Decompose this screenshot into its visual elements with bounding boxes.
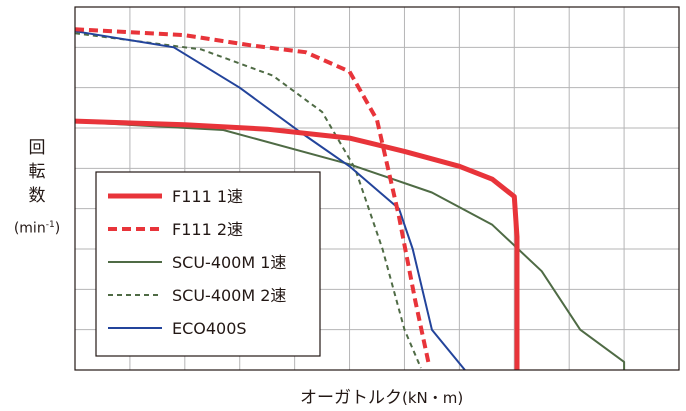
legend-label-0: F111 1速 [172,187,243,206]
y-axis-unit-exponent: -1 [45,220,55,230]
legend-label-1: F111 2速 [172,220,243,239]
plot-frame [74,6,680,371]
y-axis-label-char-3: 数 [28,186,46,206]
y-axis-label-char-2: 転 [28,162,46,182]
x-axis-unit: (kN・m) [402,389,464,407]
y-axis-unit-base: (min [13,220,46,237]
series-line-2 [74,120,626,370]
y-axis-unit-close: ) [54,220,61,237]
series-line-3 [74,32,422,369]
y-axis-label-char-1: 回 [28,138,46,158]
legend-label-4: ECO400S [172,319,247,338]
legend-box [95,171,321,357]
series-lines [74,27,626,371]
series-line-1 [74,27,432,367]
legend-label-3: SCU-400M 2速 [172,286,286,305]
x-axis-label-text: オーガトルク [300,388,402,408]
x-axis-label: オーガトルク(kN・m) [300,383,463,408]
series-line-0 [74,118,520,370]
series-line-4 [74,30,466,371]
legend: F111 1速 F111 2速 SCU-400M 1速 SCU-400M 2速 ECO4… [95,171,321,357]
legend-label-2: SCU-400M 1速 [172,253,286,272]
y-axis-unit: (min-1) [0,220,74,237]
